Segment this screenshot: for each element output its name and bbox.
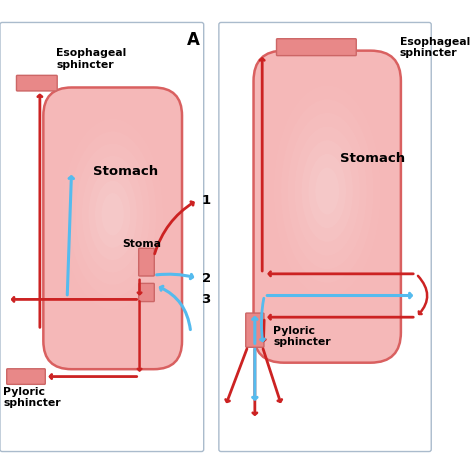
Ellipse shape: [315, 168, 339, 214]
Text: 3: 3: [201, 293, 211, 306]
FancyBboxPatch shape: [219, 22, 431, 452]
Text: 2: 2: [201, 272, 210, 285]
FancyBboxPatch shape: [7, 369, 46, 384]
Text: A: A: [186, 31, 199, 49]
FancyBboxPatch shape: [43, 88, 182, 369]
FancyBboxPatch shape: [17, 75, 57, 91]
FancyBboxPatch shape: [139, 283, 155, 301]
Text: Stomach: Stomach: [340, 153, 405, 165]
FancyBboxPatch shape: [0, 22, 204, 452]
FancyBboxPatch shape: [139, 248, 155, 276]
Text: Esophageal
sphincter: Esophageal sphincter: [400, 37, 470, 58]
Text: Pyloric
sphincter: Pyloric sphincter: [273, 326, 331, 347]
Ellipse shape: [101, 193, 124, 236]
Ellipse shape: [309, 154, 346, 228]
Text: Pyloric
sphincter: Pyloric sphincter: [3, 386, 61, 408]
Ellipse shape: [95, 181, 130, 248]
Ellipse shape: [301, 140, 353, 242]
Text: Stomach: Stomach: [93, 165, 158, 179]
Text: Esophageal
sphincter: Esophageal sphincter: [56, 48, 127, 70]
Text: Stoma: Stoma: [122, 238, 161, 248]
FancyBboxPatch shape: [246, 313, 264, 347]
Ellipse shape: [89, 168, 137, 260]
Text: 1: 1: [201, 194, 210, 207]
FancyBboxPatch shape: [276, 39, 356, 55]
FancyBboxPatch shape: [254, 51, 401, 363]
